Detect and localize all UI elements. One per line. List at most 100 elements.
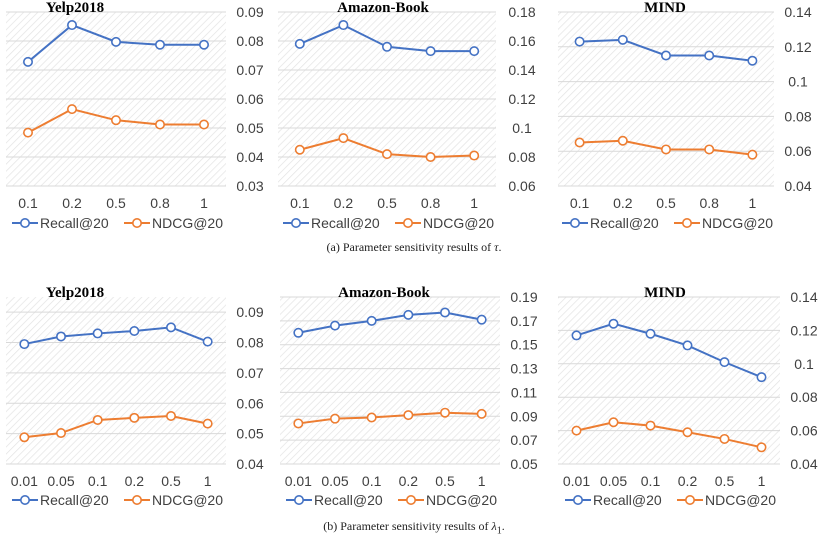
data-point-recall [155, 39, 166, 50]
caption-a: (a) Parameter sensitivity results of τ. [0, 240, 828, 255]
x-tick-label: 0.1 [88, 473, 108, 489]
data-point-ndcg [111, 115, 122, 126]
y-tick-label: 0.07 [236, 365, 263, 381]
legend-label: NDCG@20 [152, 215, 223, 231]
legend-swatch-marker [132, 494, 143, 505]
x-tick-label: 0.2 [334, 195, 354, 211]
y-tick-label: 0.06 [790, 423, 817, 439]
data-point-recall [338, 20, 349, 31]
data-point-ndcg [92, 414, 103, 425]
x-tick-label: 0.5 [106, 195, 126, 211]
data-point-ndcg [293, 418, 304, 429]
x-tick-label: 0.1 [290, 195, 310, 211]
data-point-recall [617, 34, 628, 45]
data-point-ndcg [756, 442, 767, 453]
y-tick-label: 0.19 [510, 289, 537, 305]
data-point-recall [67, 20, 78, 31]
y-tick-label: 0.18 [508, 4, 535, 20]
data-point-recall [645, 328, 656, 339]
data-point-ndcg [425, 152, 436, 163]
data-point-recall [293, 327, 304, 338]
legend-label: Recall@20 [40, 215, 109, 231]
data-point-recall [571, 330, 582, 341]
y-tick-label: 0.17 [510, 313, 537, 329]
data-point-recall [476, 314, 487, 325]
data-point-recall [719, 357, 730, 368]
data-point-ndcg [617, 135, 628, 146]
data-point-recall [660, 50, 671, 61]
y-tick-label: 0.12 [508, 91, 535, 107]
chart-panel-4: 0.04 0.05 0.06 0.07 0.08 0.09 0.01 0.05 0.1 0.2 0.… [6, 285, 264, 508]
legend-swatch-marker [684, 494, 695, 505]
x-tick-label: 0.5 [377, 195, 397, 211]
y-tick-label: 0.12 [784, 39, 811, 55]
y-tick-label: 0.08 [236, 33, 263, 49]
y-tick-label: 0.06 [236, 395, 263, 411]
data-point-recall [425, 46, 436, 57]
caption-b-suffix: . [501, 519, 505, 533]
data-point-ndcg [608, 417, 619, 428]
legend-swatch-marker [569, 218, 580, 229]
x-tick-label: 1 [204, 473, 212, 489]
data-point-ndcg [469, 150, 480, 161]
data-point-recall [199, 39, 210, 50]
x-tick-label: 0.2 [613, 195, 633, 211]
legend-swatch-marker [293, 494, 304, 505]
y-tick-label: 0.15 [510, 337, 537, 353]
data-point-ndcg [199, 119, 210, 130]
series-line-ndcg [576, 421, 762, 449]
y-tick-label: 0.14 [508, 62, 535, 78]
data-point-recall [166, 322, 177, 333]
data-point-recall [22, 56, 33, 67]
legend-label: NDCG@20 [705, 492, 776, 508]
plot-area [558, 12, 774, 186]
data-point-ndcg [476, 408, 487, 419]
y-tick-label: 0.06 [508, 178, 535, 194]
legend-label: NDCG@20 [152, 492, 223, 508]
y-tick-label: 0.03 [236, 178, 263, 194]
x-tick-label: 0.5 [161, 473, 181, 489]
data-point-ndcg [55, 428, 66, 439]
y-tick-label: 0.14 [784, 4, 811, 20]
data-point-ndcg [439, 407, 450, 418]
data-point-ndcg [22, 127, 33, 138]
y-tick-label: 0.12 [790, 322, 817, 338]
plot-area [558, 297, 780, 464]
x-tick-label: 0.05 [600, 473, 627, 489]
data-point-recall [469, 46, 480, 57]
x-tick-label: 0.8 [699, 195, 719, 211]
legend-swatch-marker [19, 494, 30, 505]
data-point-ndcg [67, 104, 78, 115]
y-tick-label: 0.08 [236, 335, 263, 351]
x-tick-label: 0.1 [18, 195, 38, 211]
y-tick-label: 0.09 [510, 408, 537, 424]
x-tick-label: 0.2 [62, 195, 82, 211]
data-point-ndcg [403, 410, 414, 421]
y-tick-label: 0.1 [512, 120, 532, 136]
y-tick-label: 0.16 [508, 33, 535, 49]
x-tick-label: 0.1 [362, 473, 382, 489]
data-point-ndcg [329, 413, 340, 424]
x-tick-label: 0.5 [656, 195, 676, 211]
data-point-recall [202, 336, 213, 347]
x-tick-label: 0.1 [641, 473, 661, 489]
x-tick-label: 0.2 [399, 473, 419, 489]
y-tick-label: 0.1 [788, 74, 808, 90]
data-point-ndcg [574, 137, 585, 148]
y-tick-label: 0.04 [236, 456, 263, 472]
legend-label: NDCG@20 [423, 215, 494, 231]
x-tick-label: 1 [749, 195, 757, 211]
legend-swatch-marker [405, 494, 416, 505]
data-point-recall [439, 307, 450, 318]
x-tick-label: 1 [470, 195, 478, 211]
chart-panel-6: 0.04 0.06 0.08 0.1 0.12 0.14 0.01 0.05 0.1 0.2 0.5… [558, 285, 818, 508]
data-point-ndcg [366, 412, 377, 423]
legend-label: Recall@20 [314, 492, 383, 508]
y-tick-label: 0.07 [510, 432, 537, 448]
legend-label: Recall@20 [311, 215, 380, 231]
y-tick-label: 0.08 [784, 108, 811, 124]
series-line-recall [298, 311, 482, 334]
y-tick-label: 0.08 [508, 149, 535, 165]
legend-swatch-marker [402, 218, 413, 229]
